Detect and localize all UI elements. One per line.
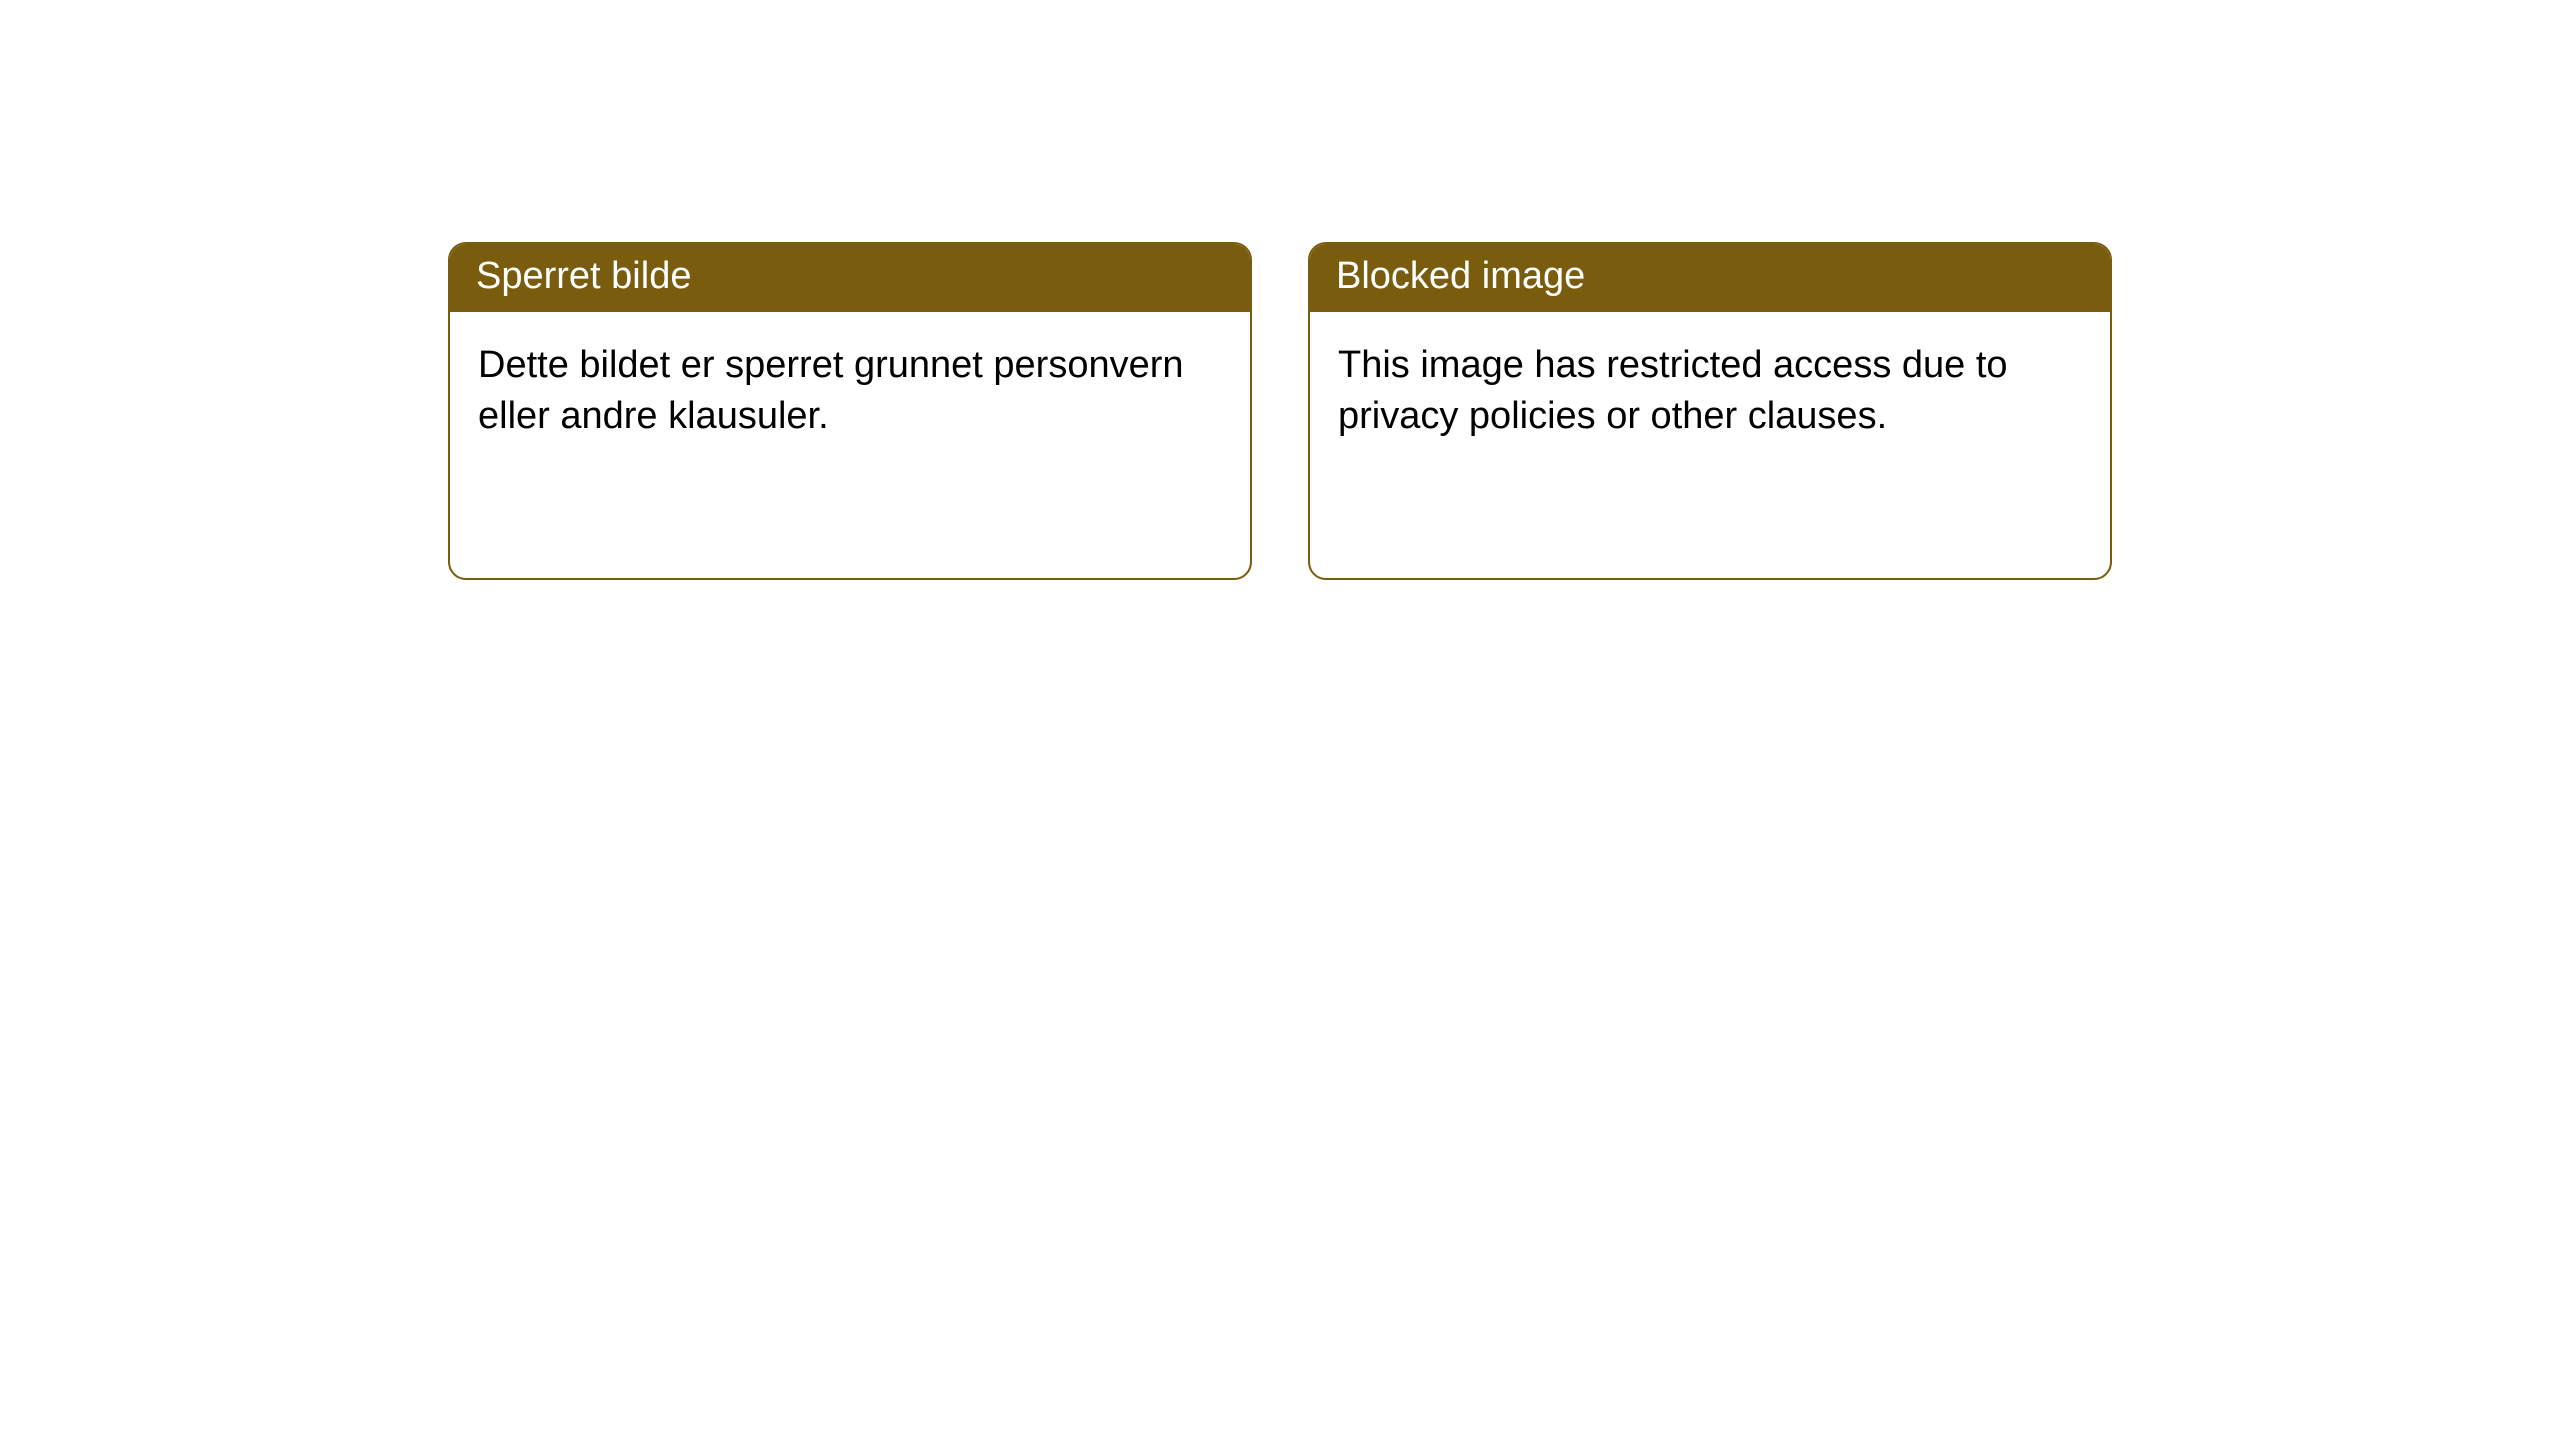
notice-card-norwegian: Sperret bilde Dette bildet er sperret gr… [448,242,1252,580]
blocked-image-notices: Sperret bilde Dette bildet er sperret gr… [448,242,2112,580]
notice-body: This image has restricted access due to … [1310,312,2110,471]
notice-body: Dette bildet er sperret grunnet personve… [450,312,1250,471]
notice-card-english: Blocked image This image has restricted … [1308,242,2112,580]
notice-title: Sperret bilde [450,244,1250,312]
notice-title: Blocked image [1310,244,2110,312]
